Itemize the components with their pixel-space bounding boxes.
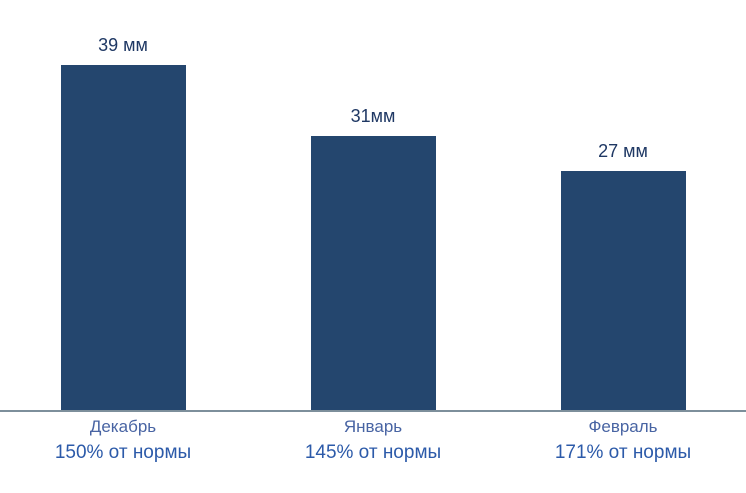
category-sub-label: 150% от нормы [54, 442, 192, 463]
bar-value-label: 27 мм [598, 141, 648, 161]
category-sub-label: 145% от нормы [304, 442, 442, 463]
bar [560, 171, 686, 410]
bar [310, 136, 436, 410]
bar-value-label: 31мм [350, 106, 396, 126]
x-axis-line [0, 410, 746, 412]
category-label: Январь [343, 417, 403, 436]
category-label: Декабрь [89, 417, 157, 436]
category-label: Февраль [588, 417, 658, 436]
category-sub-label: 171% от нормы [554, 442, 692, 463]
bar [60, 65, 186, 410]
bar-value-label: 39 мм [98, 35, 148, 55]
